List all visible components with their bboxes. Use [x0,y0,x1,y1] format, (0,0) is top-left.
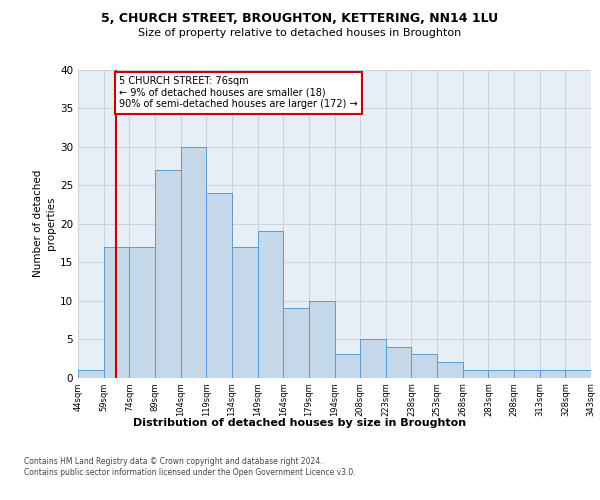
Bar [206,193,232,378]
Text: Size of property relative to detached houses in Broughton: Size of property relative to detached ho… [139,28,461,38]
Bar [104,247,130,378]
Bar [488,370,514,378]
Text: Contains HM Land Registry data © Crown copyright and database right 2024.
Contai: Contains HM Land Registry data © Crown c… [24,458,356,477]
Bar [181,147,206,378]
Bar [78,370,104,378]
Text: Distribution of detached houses by size in Broughton: Distribution of detached houses by size … [133,418,467,428]
Bar [155,170,181,378]
Bar [565,370,591,378]
Text: 5, CHURCH STREET, BROUGHTON, KETTERING, NN14 1LU: 5, CHURCH STREET, BROUGHTON, KETTERING, … [101,12,499,26]
Bar [232,247,257,378]
Bar [335,354,360,378]
Bar [514,370,540,378]
Bar [386,347,412,378]
Bar [463,370,488,378]
Text: 5 CHURCH STREET: 76sqm
← 9% of detached houses are smaller (18)
90% of semi-deta: 5 CHURCH STREET: 76sqm ← 9% of detached … [119,76,358,110]
Bar [283,308,309,378]
Bar [309,300,335,378]
Bar [540,370,565,378]
Y-axis label: Number of detached
properties: Number of detached properties [32,170,56,278]
Bar [360,339,386,378]
Bar [257,232,283,378]
Bar [437,362,463,378]
Bar [130,247,155,378]
Bar [412,354,437,378]
